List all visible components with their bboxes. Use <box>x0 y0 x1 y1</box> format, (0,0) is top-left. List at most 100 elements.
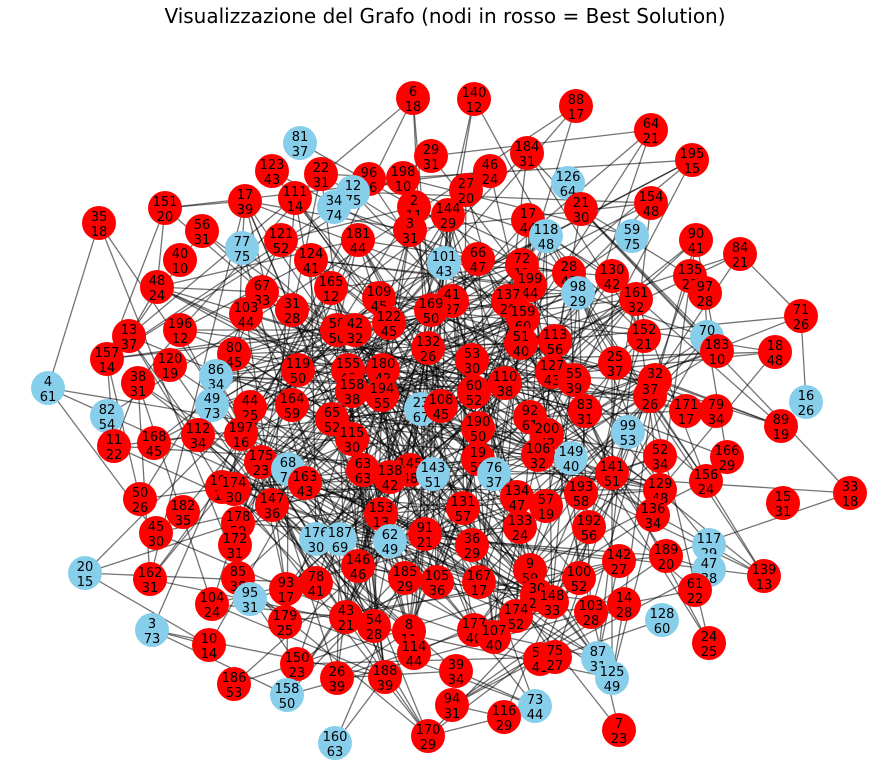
node-weight-label: 43 <box>544 374 561 389</box>
node-id-label: 89 <box>773 413 790 428</box>
node-weight-label: 27 <box>547 659 564 674</box>
node-id-label: 73 <box>527 693 544 708</box>
node-id-label: 11 <box>106 433 123 448</box>
node-circle <box>218 528 252 562</box>
node-circle <box>562 561 596 595</box>
graph-edge <box>84 406 251 574</box>
node-id-label: 174 <box>504 603 529 618</box>
node-circle <box>700 334 734 368</box>
node-circle <box>414 139 448 173</box>
graph-edge <box>402 159 693 179</box>
node-weight-label: 47 <box>470 261 487 276</box>
node-id-label: 75 <box>547 644 564 659</box>
node-weight-label: 19 <box>162 367 179 382</box>
node-circle <box>564 192 598 226</box>
node-weight-label: 50 <box>470 430 487 445</box>
node-circle <box>449 173 483 207</box>
node-circle <box>335 422 369 456</box>
graph-edge <box>611 362 616 474</box>
node-id-label: 81 <box>292 130 309 145</box>
node-id-label: 82 <box>99 403 116 418</box>
node-weight-label: 21 <box>636 338 653 353</box>
node-id-label: 80 <box>226 341 243 356</box>
node-id-label: 67 <box>254 279 271 294</box>
node-weight-label: 63 <box>327 745 344 760</box>
node-weight-label: 32 <box>530 457 547 472</box>
node-circle <box>166 495 200 529</box>
node-id-label: 122 <box>377 310 402 325</box>
node-id-label: 144 <box>436 202 461 217</box>
node-id-label: 59 <box>624 223 641 238</box>
node-circle <box>679 223 713 257</box>
node-weight-label: 73 <box>144 632 161 647</box>
node-id-label: 151 <box>153 195 178 210</box>
node-circle <box>634 113 668 147</box>
node-id-label: 84 <box>732 241 749 256</box>
node-weight-label: 31 <box>227 547 244 562</box>
node-circle <box>281 353 315 387</box>
node-id-label: 141 <box>600 460 625 475</box>
node-circle <box>607 587 641 621</box>
node-circle <box>217 667 251 701</box>
graph-edge <box>106 358 141 500</box>
node-weight-label: 26 <box>642 398 659 413</box>
node-id-label: 35 <box>91 210 108 225</box>
node-id-label: 130 <box>600 263 625 278</box>
node-id-label: 189 <box>654 543 679 558</box>
node-id-label: 131 <box>451 495 476 510</box>
node-id-label: 168 <box>142 430 167 445</box>
node-circle <box>602 713 636 747</box>
graph-node-6: 618 <box>396 81 430 115</box>
node-id-label: 7 <box>615 717 623 732</box>
node-weight-label: 51 <box>604 475 621 490</box>
node-id-label: 148 <box>540 589 565 604</box>
graph-edge <box>240 433 364 471</box>
node-id-label: 143 <box>421 461 446 476</box>
node-id-label: 22 <box>313 161 330 176</box>
node-weight-label: 42 <box>382 479 399 494</box>
graph-edge <box>271 379 575 506</box>
node-weight-label: 46 <box>350 568 367 583</box>
node-circle <box>323 522 357 556</box>
graph-edge <box>493 472 613 475</box>
node-weight-label: 22 <box>106 448 123 463</box>
graph-edge <box>249 406 553 603</box>
node-weight-label: 21 <box>417 536 434 551</box>
node-weight-label: 52 <box>571 580 588 595</box>
node-id-label: 64 <box>643 117 660 132</box>
node-circle <box>299 566 333 600</box>
node-circle <box>163 313 197 347</box>
node-weight-label: 61 <box>40 390 57 405</box>
node-circle <box>90 399 124 433</box>
node-weight-label: 28 <box>697 295 714 310</box>
node-id-label: 90 <box>688 227 705 242</box>
node-weight-label: 29 <box>397 580 414 595</box>
node-weight-label: 18 <box>405 100 422 115</box>
graph-edge <box>47 222 100 389</box>
node-weight-label: 30 <box>573 211 590 226</box>
node-weight-label: 31 <box>130 385 147 400</box>
node-weight-label: 35 <box>175 514 192 529</box>
node-weight-label: 13 <box>756 578 773 593</box>
node-id-label: 129 <box>648 477 673 492</box>
node-circle <box>521 438 555 472</box>
node-circle <box>457 375 491 409</box>
node-id-label: 37 <box>642 383 659 398</box>
